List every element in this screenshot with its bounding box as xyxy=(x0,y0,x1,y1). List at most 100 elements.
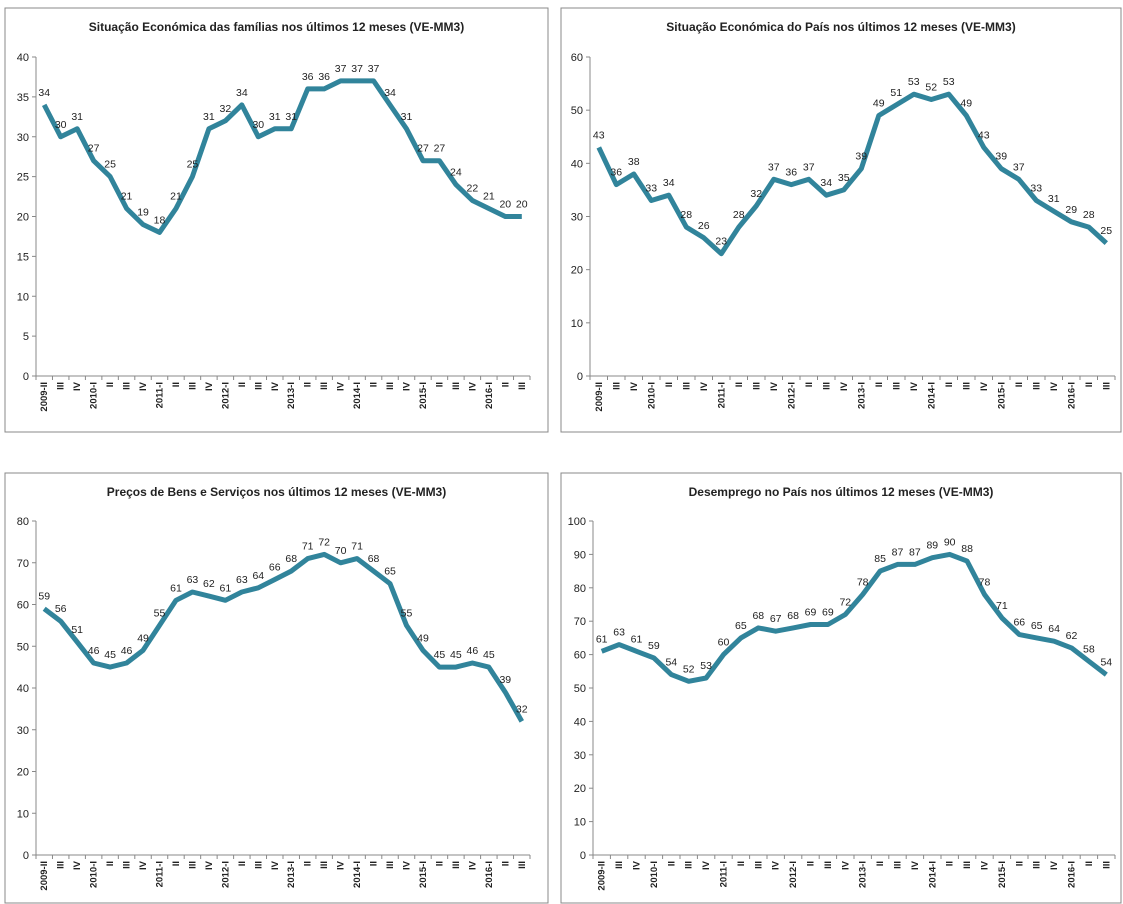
x-tick-label: III xyxy=(614,861,625,869)
x-tick-label: III xyxy=(821,382,832,390)
data-label: 36 xyxy=(785,167,797,179)
data-label: 78 xyxy=(979,576,991,588)
x-tick-label: IV xyxy=(204,860,215,870)
x-tick-label: II xyxy=(237,861,248,866)
x-tick-label: IV xyxy=(467,860,478,870)
data-label: 20 xyxy=(516,199,528,211)
data-label: 25 xyxy=(187,159,199,171)
data-label: 30 xyxy=(55,119,67,131)
data-label: 36 xyxy=(318,71,330,83)
data-label: 90 xyxy=(944,536,956,548)
data-label: 87 xyxy=(892,546,904,558)
data-label: 25 xyxy=(104,159,116,171)
data-label: 69 xyxy=(822,607,834,619)
data-label: 35 xyxy=(838,172,850,184)
y-tick-label: 60 xyxy=(571,52,583,64)
data-label: 61 xyxy=(596,633,608,645)
data-label: 34 xyxy=(663,177,675,189)
data-label: 72 xyxy=(839,597,851,609)
x-tick-label: III xyxy=(517,382,528,390)
x-tick-label: III xyxy=(122,861,133,869)
data-label: 19 xyxy=(137,206,149,218)
data-label: 51 xyxy=(890,87,902,99)
data-label: 33 xyxy=(1030,183,1042,195)
y-tick-label: 100 xyxy=(568,516,586,528)
data-label: 65 xyxy=(1031,620,1043,632)
chart-title: Situação Económica do País nos últimos 1… xyxy=(666,20,1015,34)
x-tick-label: III xyxy=(253,861,264,869)
x-tick-label: IV xyxy=(402,860,413,870)
x-tick-label: III xyxy=(751,382,762,390)
x-tick-label: III xyxy=(893,861,904,869)
x-tick-label: III xyxy=(1031,382,1042,390)
x-tick-label: 2014-I xyxy=(352,861,363,888)
x-tick-label: 2010-I xyxy=(649,861,660,888)
y-tick-label: 90 xyxy=(574,549,586,561)
x-tick-label: III xyxy=(122,382,133,390)
data-label: 27 xyxy=(417,143,429,155)
x-tick-label: 2009-II xyxy=(39,382,50,412)
data-label: 31 xyxy=(1048,193,1060,205)
data-label: 51 xyxy=(71,624,83,636)
x-tick-label: II xyxy=(171,861,182,866)
data-label: 45 xyxy=(483,649,495,661)
x-tick-label: III xyxy=(1101,382,1112,390)
data-label: 34 xyxy=(820,177,832,189)
x-tick-label: III xyxy=(451,861,462,869)
data-label: 29 xyxy=(1065,204,1077,216)
series-line xyxy=(41,78,522,235)
data-label: 34 xyxy=(38,87,50,99)
y-tick-label: 10 xyxy=(574,817,586,829)
x-tick-label: 2009-II xyxy=(39,861,50,891)
y-tick-label: 40 xyxy=(17,683,29,695)
x-tick-label: IV xyxy=(336,381,347,391)
data-label: 28 xyxy=(680,209,692,221)
x-tick-label: 2012-I xyxy=(220,861,231,888)
x-tick-label: IV xyxy=(840,860,851,870)
data-label: 32 xyxy=(750,188,762,200)
x-tick-label: 2014-I xyxy=(926,382,937,409)
x-tick-label: 2009-II xyxy=(594,382,605,412)
data-label: 52 xyxy=(683,663,695,675)
x-tick-label: IV xyxy=(909,381,920,391)
data-label: 72 xyxy=(318,536,330,548)
x-tick-label: 2013-I xyxy=(858,861,869,888)
data-label: 61 xyxy=(220,582,232,594)
data-label: 37 xyxy=(803,161,815,173)
x-tick-label: 2016-I xyxy=(484,382,495,409)
x-tick-label: III xyxy=(56,382,67,390)
data-label: 45 xyxy=(450,649,462,661)
data-label: 22 xyxy=(467,183,479,195)
x-tick-label: II xyxy=(1084,861,1095,866)
x-tick-label: II xyxy=(664,382,675,387)
data-label: 52 xyxy=(925,82,937,94)
data-label: 45 xyxy=(434,649,446,661)
data-label: 46 xyxy=(121,645,133,657)
data-label: 37 xyxy=(368,63,380,75)
data-label: 63 xyxy=(236,574,248,586)
data-label: 39 xyxy=(995,151,1007,163)
y-tick-label: 15 xyxy=(17,251,29,263)
x-tick-label: II xyxy=(105,382,116,387)
data-label: 43 xyxy=(593,129,605,141)
x-tick-label: III xyxy=(681,382,692,390)
x-tick-label: IV xyxy=(138,860,149,870)
data-label: 64 xyxy=(252,570,264,582)
chart-title: Desemprego no País nos últimos 12 meses … xyxy=(689,485,994,499)
x-tick-label: 2010-I xyxy=(89,382,100,409)
y-tick-label: 50 xyxy=(17,641,29,653)
y-tick-label: 10 xyxy=(571,318,583,330)
data-label: 65 xyxy=(384,566,396,578)
data-label: 53 xyxy=(700,660,712,672)
y-tick-label: 60 xyxy=(574,650,586,662)
data-label: 26 xyxy=(698,220,710,232)
x-tick-label: IV xyxy=(979,381,990,391)
data-label: 31 xyxy=(203,111,215,123)
x-tick-label: II xyxy=(944,382,955,387)
x-tick-label: III xyxy=(961,382,972,390)
x-tick-label: III xyxy=(253,382,264,390)
x-tick-label: II xyxy=(875,861,886,866)
y-tick-label: 35 xyxy=(17,92,29,104)
data-label: 87 xyxy=(909,546,921,558)
x-tick-label: II xyxy=(434,382,445,387)
